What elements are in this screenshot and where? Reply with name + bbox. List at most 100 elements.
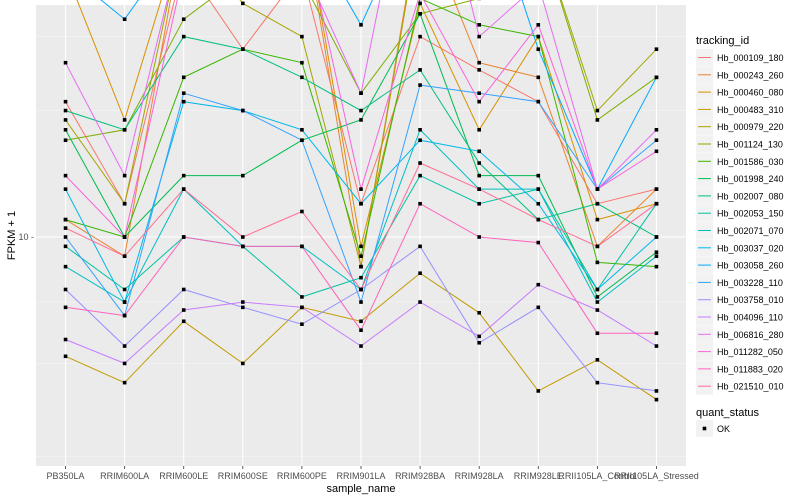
data-point: [122, 201, 127, 206]
data-point: [241, 244, 245, 249]
legend-items: Hb_000109_180 Hb_000243_260 Hb_000460_080 H…: [696, 49, 784, 395]
data-point: [595, 217, 600, 222]
data-point: [536, 282, 541, 287]
x-tick-label: RRII105LA_Stressed: [614, 471, 699, 481]
legend-label: Hb_002053_150: [717, 209, 784, 219]
data-point: [63, 264, 68, 269]
data-point: [477, 34, 481, 39]
data-point: [122, 127, 127, 132]
data-point: [63, 305, 68, 310]
data-points: [63, 0, 659, 402]
y-axis-title: FPKM + 1: [6, 211, 18, 260]
data-point: [418, 173, 422, 178]
data-point: [418, 201, 422, 206]
data-point: [63, 138, 68, 143]
legend-label: Hb_000979_220: [717, 122, 784, 132]
legend-label: Hb_011282_050: [717, 347, 783, 357]
data-point: [63, 60, 68, 65]
data-point: [181, 34, 186, 39]
data-point: [418, 34, 422, 39]
legend: tracking_id Hb_000109_180 Hb_000243_260 Hb…: [696, 35, 784, 437]
x-tick-label: RRIM600LE: [159, 471, 208, 481]
data-point: [477, 310, 481, 315]
data-point: [595, 201, 600, 206]
data-point: [477, 340, 481, 345]
data-point: [300, 244, 304, 249]
x-axis-title: sample_name: [326, 483, 395, 495]
data-point: [536, 99, 541, 104]
data-point: [654, 331, 659, 336]
data-point: [536, 240, 541, 245]
data-point: [477, 60, 481, 65]
data-point: [477, 127, 481, 132]
data-point: [595, 300, 600, 304]
data-point: [122, 287, 127, 292]
data-point: [181, 91, 186, 95]
x-tick-label: RRIM600PE: [277, 471, 327, 481]
data-point: [359, 275, 363, 280]
axes: 10 - PB350LA RRIM600LA RRIM600LE RRIM600SE RR…: [18, 232, 698, 481]
data-point: [359, 328, 363, 332]
data-point: [536, 389, 541, 393]
legend-label: Hb_000109_180: [717, 53, 784, 63]
data-point: [181, 17, 186, 22]
data-point: [181, 308, 186, 312]
data-point: [418, 271, 422, 275]
data-point: [300, 75, 304, 80]
data-point: [181, 235, 186, 239]
data-point: [654, 201, 659, 206]
legend-label: Hb_000483_310: [717, 105, 784, 115]
data-point: [241, 305, 245, 310]
data-point: [181, 173, 186, 178]
data-point: [418, 127, 422, 132]
data-point: [241, 47, 245, 51]
data-point: [536, 75, 541, 80]
x-tick-label: RRIM901LA: [336, 471, 385, 481]
legend-label: Hb_003037_020: [717, 243, 784, 253]
legend-label: Hb_002007_080: [717, 191, 784, 201]
y-tick-label: 10 -: [18, 232, 34, 242]
data-point: [477, 201, 481, 206]
quant-status-legend-label: OK: [717, 424, 730, 434]
data-point: [477, 68, 481, 72]
data-point: [63, 217, 68, 222]
data-point: [122, 300, 127, 304]
data-point: [63, 108, 68, 113]
data-point: [359, 91, 363, 95]
x-tick-label: RRIM600SE: [218, 471, 268, 481]
data-point: [300, 295, 304, 299]
data-point: [418, 83, 422, 87]
data-point: [654, 250, 659, 255]
legend-label: Hb_000243_260: [717, 70, 784, 80]
data-point: [63, 337, 68, 342]
data-point: [241, 361, 245, 366]
data-point: [654, 389, 659, 393]
data-point: [418, 161, 422, 165]
data-point: [359, 287, 363, 292]
data-point: [122, 235, 127, 239]
legend-label: Hb_004096_110: [717, 313, 783, 323]
legend-label: Hb_002071_070: [717, 226, 784, 236]
data-point: [300, 209, 304, 214]
data-point: [418, 11, 422, 16]
data-point: [241, 173, 245, 178]
data-point: [359, 187, 363, 191]
data-point: [595, 331, 600, 336]
data-point: [300, 322, 304, 326]
data-point: [595, 380, 600, 385]
data-point: [359, 300, 363, 304]
quant-status-legend-title: quant_status: [696, 407, 759, 419]
data-point: [241, 1, 245, 6]
data-point: [595, 260, 600, 265]
data-point: [63, 187, 68, 191]
data-point: [300, 60, 304, 65]
data-point: [122, 118, 127, 122]
legend-title: tracking_id: [696, 35, 749, 47]
data-point: [477, 334, 481, 339]
legend-label: Hb_001998_240: [717, 174, 784, 184]
data-point: [359, 344, 363, 348]
data-point: [654, 254, 659, 259]
data-point: [654, 235, 659, 239]
data-point: [536, 173, 541, 178]
data-point: [122, 17, 127, 22]
